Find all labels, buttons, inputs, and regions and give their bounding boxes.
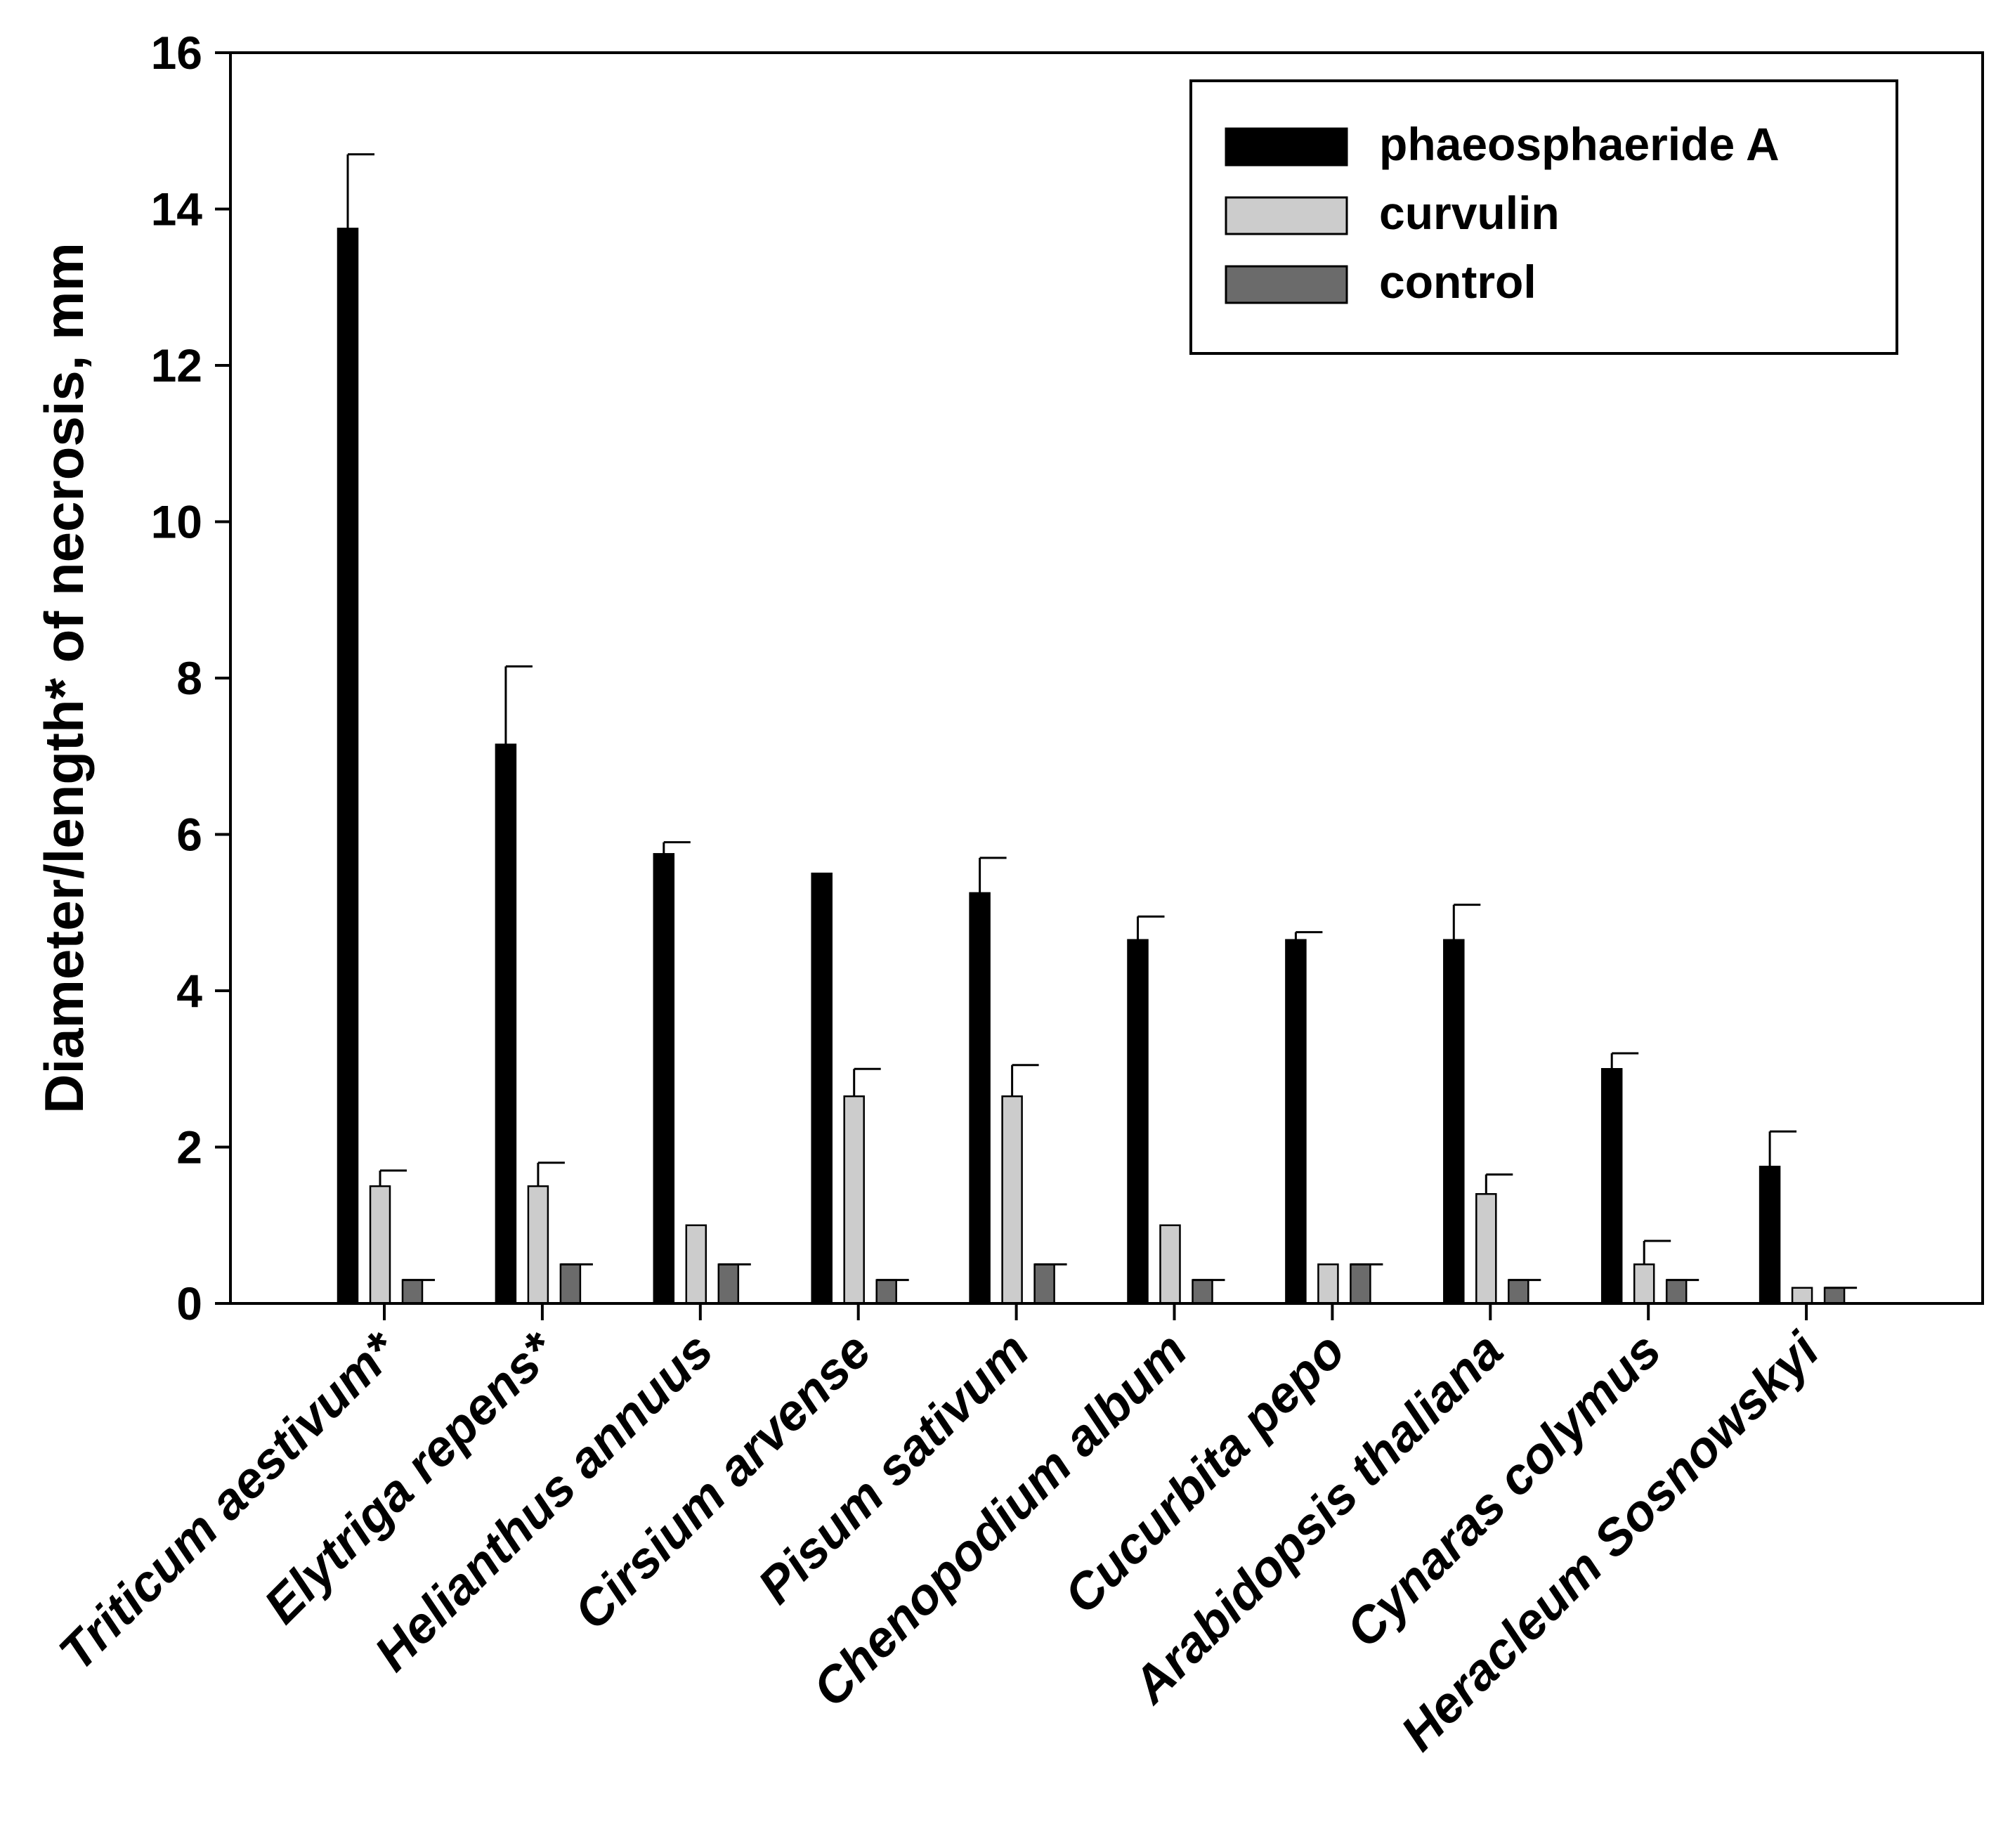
bar-phaeosphaeride-a [811, 872, 833, 1305]
legend-swatch [1225, 127, 1348, 167]
y-axis-title: Diameter/length* of necrosis, mm [33, 242, 95, 1114]
bar-curvulin [843, 1095, 865, 1305]
bar-phaeosphaeride-a [495, 743, 517, 1305]
bar-phaeosphaeride-a [1127, 939, 1149, 1305]
y-tick-label: 6 [176, 809, 202, 861]
legend-swatch [1225, 265, 1348, 304]
bar-control [1033, 1263, 1055, 1305]
y-tick-label: 0 [176, 1277, 202, 1329]
y-tick-label: 4 [176, 965, 202, 1017]
bar-control [1823, 1287, 1846, 1305]
bars-layer [337, 153, 1858, 1305]
bar-curvulin [1001, 1095, 1023, 1305]
bar-curvulin [1475, 1193, 1497, 1305]
bar-curvulin [1159, 1224, 1181, 1305]
bar-phaeosphaeride-a [653, 853, 675, 1305]
bar-phaeosphaeride-a [1285, 939, 1307, 1305]
y-tick-label: 14 [151, 183, 203, 235]
y-tick-label: 10 [151, 496, 202, 548]
bar-control [1665, 1279, 1688, 1305]
bar-curvulin [527, 1185, 549, 1305]
legend-label: curvulin [1379, 187, 1560, 239]
bar-curvulin [1317, 1263, 1339, 1305]
legend-label: control [1379, 256, 1536, 308]
x-category-label: Cirsium arvense [563, 1322, 882, 1641]
bar-phaeosphaeride-a [969, 892, 991, 1305]
bar-curvulin [1633, 1263, 1655, 1305]
bar-curvulin [685, 1224, 707, 1305]
axes-layer [215, 51, 1984, 1320]
y-tick-label: 2 [176, 1121, 202, 1173]
legend-swatch [1225, 196, 1348, 235]
y-tick-label: 12 [151, 339, 202, 391]
bar-curvulin [1791, 1287, 1813, 1305]
x-category-label: Pisum sativum [748, 1322, 1040, 1615]
x-category-label: Cucurbita pepo [1054, 1322, 1356, 1625]
bar-phaeosphaeride-a [337, 228, 359, 1305]
bar-phaeosphaeride-a [1600, 1068, 1623, 1305]
bar-control [717, 1263, 740, 1305]
bar-control [875, 1279, 897, 1305]
bar-control [1350, 1263, 1371, 1305]
bar-control [401, 1279, 424, 1305]
legend: phaeosphaeride A curvulin control [1189, 79, 1898, 355]
bar-control [1508, 1279, 1529, 1305]
legend-label: phaeosphaeride A [1379, 118, 1780, 170]
bar-phaeosphaeride-a [1759, 1166, 1781, 1305]
bar-control [559, 1263, 582, 1305]
bar-phaeosphaeride-a [1443, 939, 1465, 1305]
legend-box [1189, 79, 1898, 355]
bar-curvulin [369, 1185, 391, 1305]
x-category-label: Elytriga repens* [254, 1321, 567, 1634]
bar-control [1192, 1279, 1213, 1305]
y-tick-label: 16 [151, 27, 202, 79]
y-tick-label: 8 [176, 652, 202, 704]
